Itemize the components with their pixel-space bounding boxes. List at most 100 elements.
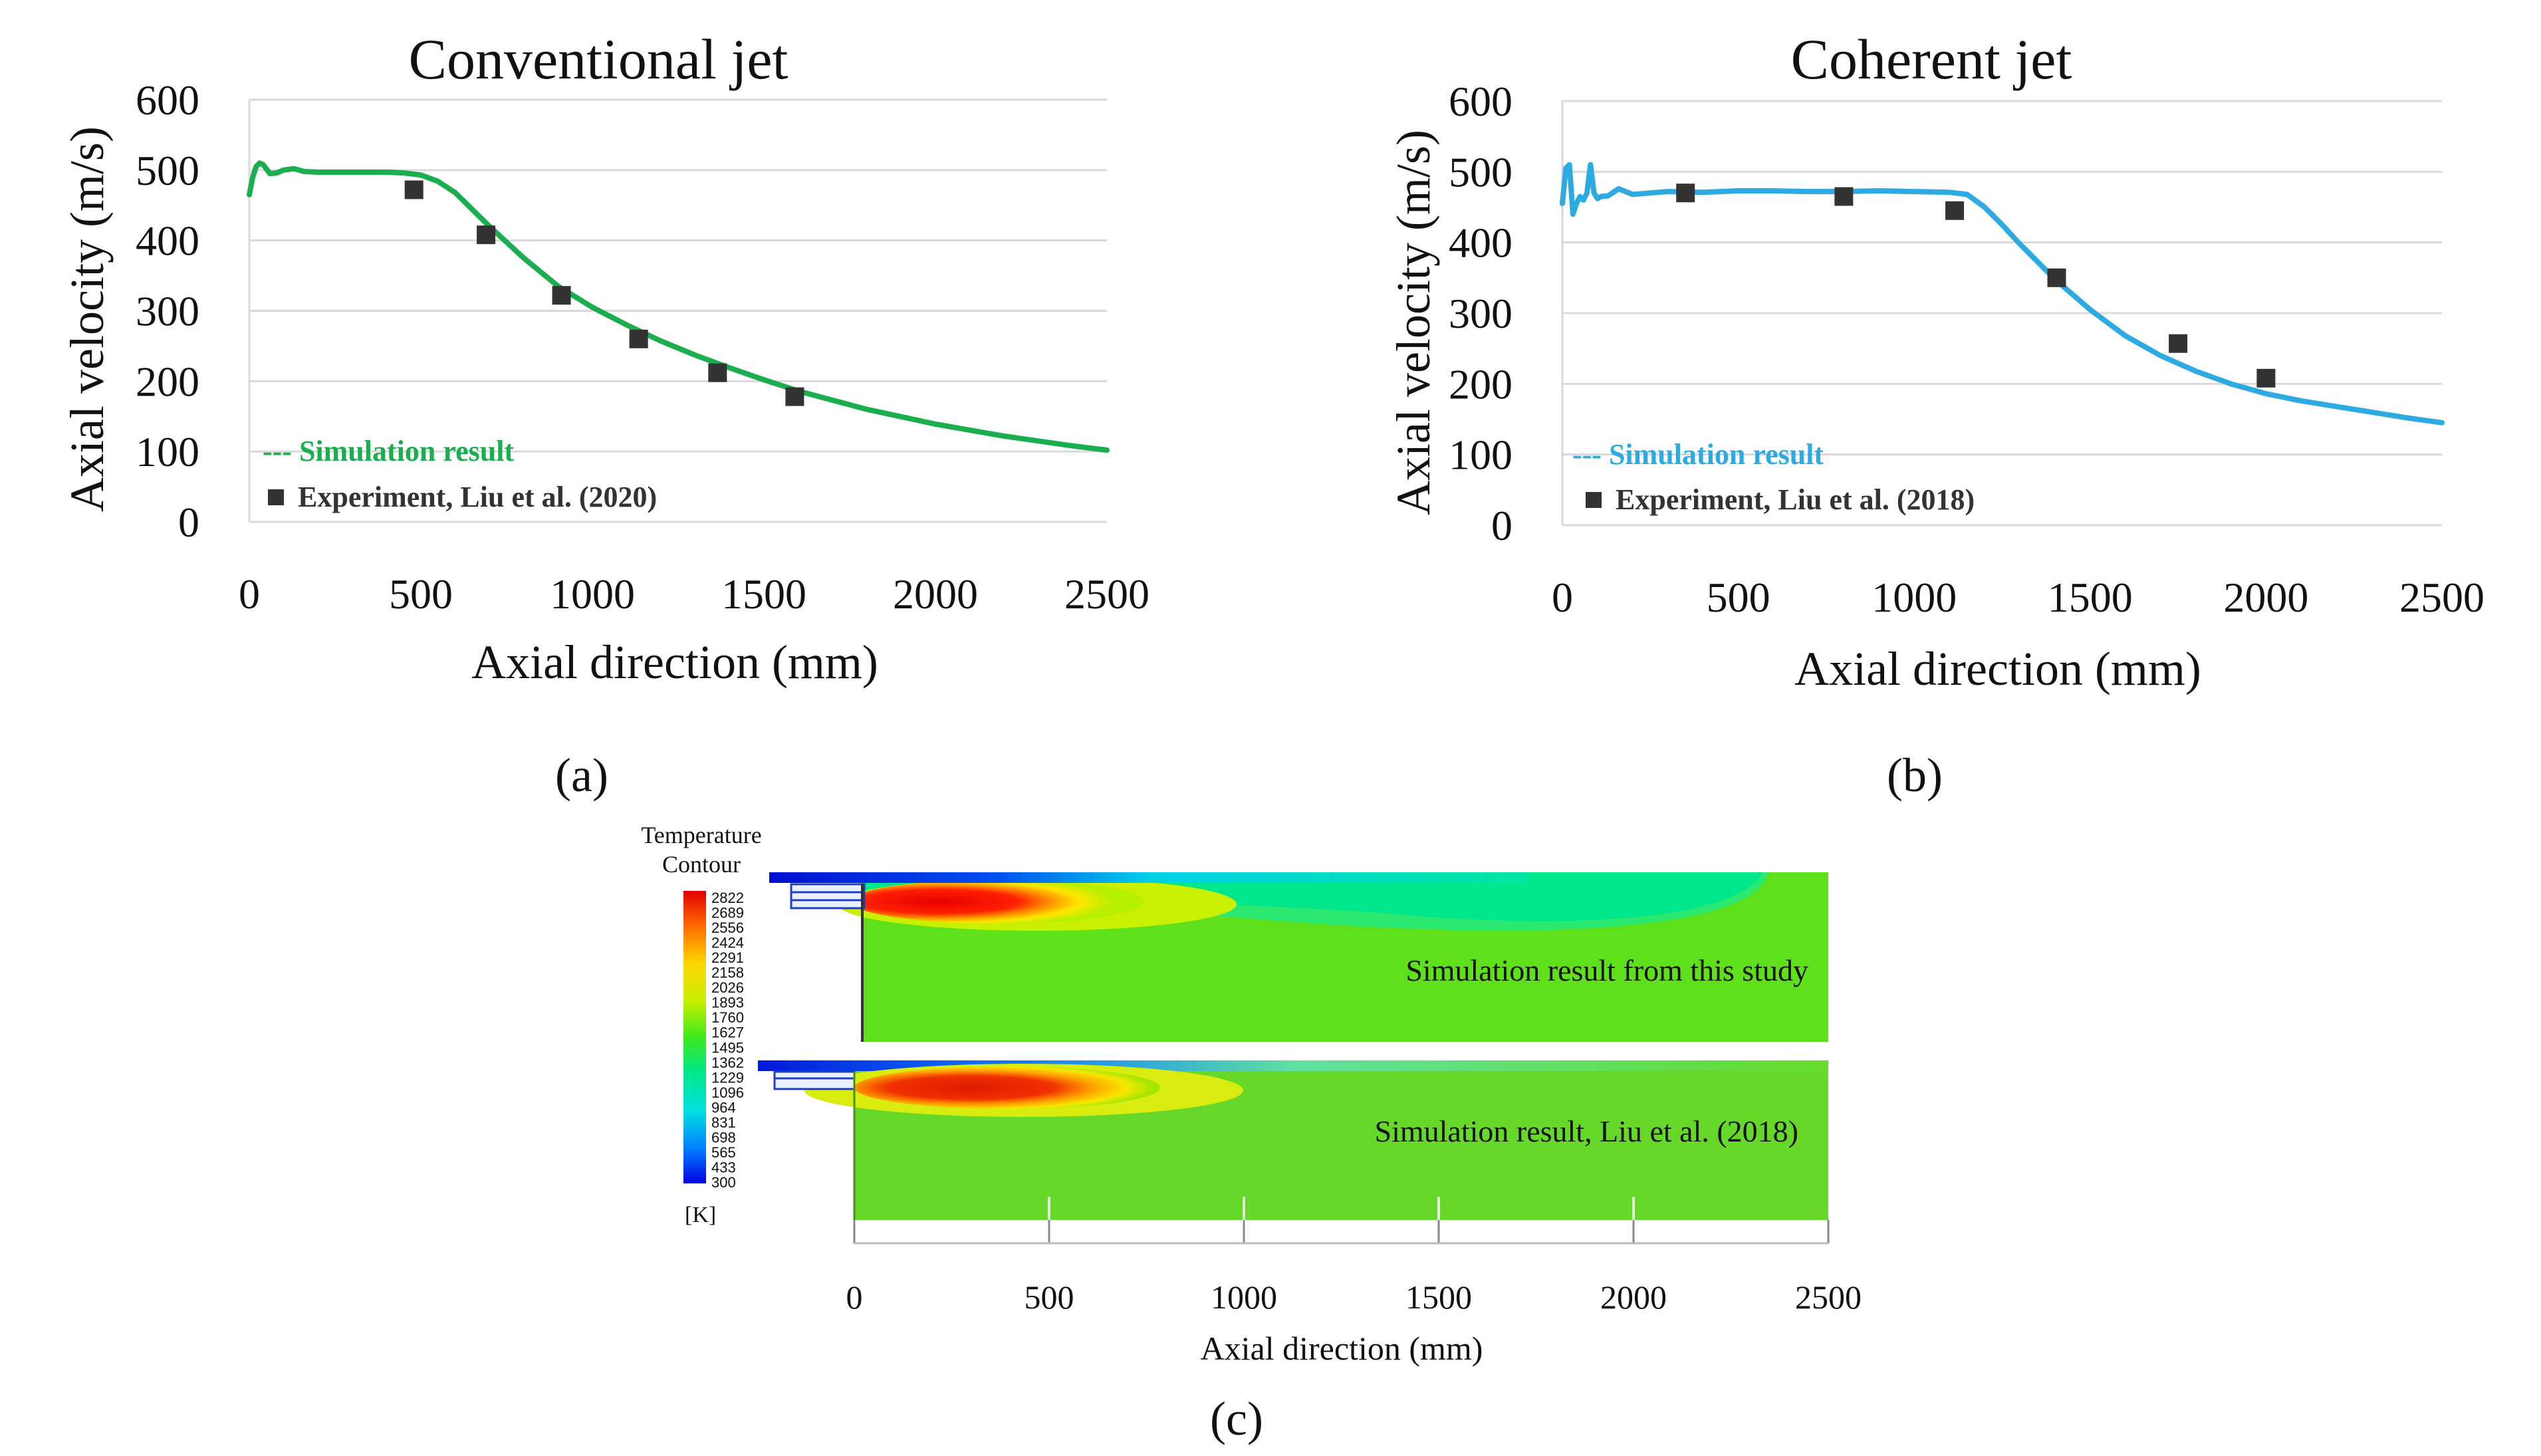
chart-c-x-tick-label: 2000 — [1600, 1278, 1667, 1316]
chart-b-plot-area — [1560, 162, 2445, 425]
colorbar-level-label: 1760 — [711, 1009, 744, 1026]
colorbar-level-label: 1495 — [711, 1039, 744, 1056]
chart-b-y-tick-label: 400 — [1449, 219, 1512, 267]
chart-b-x-tick-label: 1500 — [2048, 574, 2133, 621]
chart-c-x-tick-label: 2500 — [1795, 1278, 1862, 1316]
chart-b-legend-experiment: Experiment, Liu et al. (2018) — [1616, 483, 1975, 516]
chart-b-y-axis-label: Axial velocity (m/s) — [1387, 130, 1440, 515]
chart-a-x-tick-label: 500 — [389, 570, 453, 618]
colorbar-level-label: 1893 — [711, 995, 744, 1011]
chart-a-y-tick-labels: 0 100 200 300 400 500 600 — [136, 76, 199, 546]
colorbar-level-label: 2291 — [711, 949, 744, 966]
chart-b-x-tick-label: 500 — [1707, 574, 1770, 621]
chart-c-x-tick-label: 0 — [846, 1278, 863, 1316]
chart-a-experiment-point — [404, 180, 424, 199]
chart-b-y-tick-label: 600 — [1449, 78, 1512, 125]
chart-a-legend-experiment: Experiment, Liu et al. (2020) — [298, 481, 657, 513]
contour-this-study-inlet-band — [769, 872, 1530, 883]
contour-this-study-flame — [851, 880, 1144, 923]
panel-label-a: (a) — [555, 749, 608, 802]
colorbar-level-label: 2158 — [711, 965, 744, 981]
chart-b-y-tick-label: 100 — [1449, 431, 1512, 479]
chart-a: Conventional jet 0 100 200 300 400 500 600 0 50… — [60, 27, 1150, 689]
chart-a-y-tick-label: 100 — [136, 428, 199, 475]
chart-a-x-tick-label: 2500 — [1064, 570, 1150, 618]
chart-c-x-tick-label: 1500 — [1405, 1278, 1472, 1316]
contour-this-study-label: Simulation result from this study — [1405, 953, 1808, 987]
chart-a-x-tick-labels: 0 500 1000 1500 2000 2500 — [239, 570, 1150, 618]
chart-b-y-tick-label: 200 — [1449, 360, 1512, 408]
chart-a-experiment-point — [785, 387, 804, 406]
colorbar-level-label: 698 — [711, 1129, 736, 1146]
chart-a-y-tick-label: 0 — [178, 499, 199, 546]
contour-liu-2018-label: Simulation result, Liu et al. (2018) — [1374, 1114, 1798, 1148]
colorbar-level-label: 300 — [711, 1174, 736, 1191]
chart-b-simulation-line — [1560, 162, 2445, 425]
chart-a-experiment-point — [552, 286, 571, 305]
chart-a-experiment-point — [477, 225, 496, 245]
chart-b-experiment-point — [2256, 368, 2276, 388]
chart-a-x-tick-label: 2000 — [893, 570, 978, 618]
chart-c-x-tick-label: 500 — [1025, 1278, 1074, 1316]
chart-a-y-tick-label: 300 — [136, 288, 199, 335]
chart-a-y-tick-label: 400 — [136, 217, 199, 265]
chart-b-legend: --- Simulation result Experiment, Liu et… — [1572, 438, 1975, 516]
chart-b-experiment-point — [1834, 187, 1854, 206]
chart-c-x-tick-labels: 0 500 1000 1500 2000 2500 — [846, 1220, 1862, 1316]
chart-b-legend-simulation: --- Simulation result — [1572, 438, 1824, 471]
chart-b-y-tick-label: 0 — [1491, 502, 1512, 549]
colorbar-level-label: 831 — [711, 1114, 736, 1131]
chart-a-plot-area — [247, 160, 1110, 453]
colorbar-level-label: 1229 — [711, 1069, 744, 1086]
chart-b-experiment-point — [1676, 183, 1695, 203]
colorbar-level-label: 1096 — [711, 1084, 744, 1101]
chart-a-x-tick-label: 1500 — [721, 570, 806, 618]
chart-a-title: Conventional jet — [409, 27, 788, 91]
colorbar-level-label: 565 — [711, 1144, 736, 1161]
chart-b-x-tick-label: 0 — [1552, 574, 1573, 621]
colorbar-title-line1: Temperature — [641, 822, 761, 848]
chart-a-experiment-point — [708, 363, 727, 382]
chart-a-legend: --- Simulation result Experiment, Liu et… — [263, 435, 657, 513]
colorbar-level-label: 2689 — [711, 905, 744, 921]
colorbar — [683, 891, 706, 1183]
chart-b-experiment-point — [1945, 201, 1965, 220]
chart-c-x-tick-label: 1000 — [1211, 1278, 1277, 1316]
chart-c: Temperature Contour 28222689255624242291… — [641, 822, 1862, 1367]
chart-b: Coherent jet 0 100 200 300 400 500 600 0 500 100… — [1387, 27, 2484, 695]
chart-c-x-axis-label: Axial direction (mm) — [1201, 1330, 1483, 1367]
colorbar-level-label: 2026 — [711, 979, 744, 996]
chart-b-experiment-point — [2047, 268, 2066, 287]
colorbar-level-label: 2424 — [711, 935, 744, 951]
colorbar-level-label: 964 — [711, 1099, 736, 1116]
contour-this-study-nozzle — [790, 883, 866, 910]
chart-b-x-tick-label: 2000 — [2223, 574, 2308, 621]
contour-liu-2018-flame — [854, 1066, 1160, 1109]
chart-a-simulation-line — [247, 160, 1110, 453]
colorbar-unit: [K] — [685, 1203, 716, 1227]
colorbar-title-line2: Contour — [662, 851, 741, 878]
chart-b-y-tick-label: 300 — [1449, 290, 1512, 337]
contour-liu-2018-grid-marks — [1048, 1197, 1635, 1220]
chart-a-experiment-point — [629, 329, 648, 348]
contour-liu-2018-nozzle — [773, 1070, 856, 1090]
chart-b-legend-square-marker — [1586, 492, 1602, 508]
chart-a-y-tick-label: 500 — [136, 147, 199, 194]
colorbar-level-labels: 2822268925562424229121582026189317601627… — [711, 890, 744, 1191]
panel-label-b: (b) — [1887, 749, 1943, 802]
colorbar-level-label: 2556 — [711, 919, 744, 936]
colorbar-level-label: 1627 — [711, 1025, 744, 1041]
chart-b-gridlines — [1561, 100, 2442, 527]
chart-b-x-tick-label: 2500 — [2399, 574, 2484, 621]
contour-this-study: Simulation result from this study — [769, 872, 1828, 1042]
chart-a-legend-square-marker — [268, 489, 284, 505]
chart-b-title: Coherent jet — [1791, 27, 2072, 91]
chart-a-x-tick-label: 1000 — [550, 570, 635, 618]
contour-liu-2018: Simulation result, Liu et al. (2018) — [758, 1060, 1828, 1220]
chart-b-x-axis-label: Axial direction (mm) — [1794, 642, 2201, 695]
chart-a-x-tick-label: 0 — [239, 570, 260, 618]
chart-b-x-tick-labels: 0 500 1000 1500 2000 2500 — [1552, 574, 2484, 621]
colorbar-level-label: 1362 — [711, 1054, 744, 1071]
chart-a-y-axis-label: Axial velocity (m/s) — [60, 126, 114, 512]
